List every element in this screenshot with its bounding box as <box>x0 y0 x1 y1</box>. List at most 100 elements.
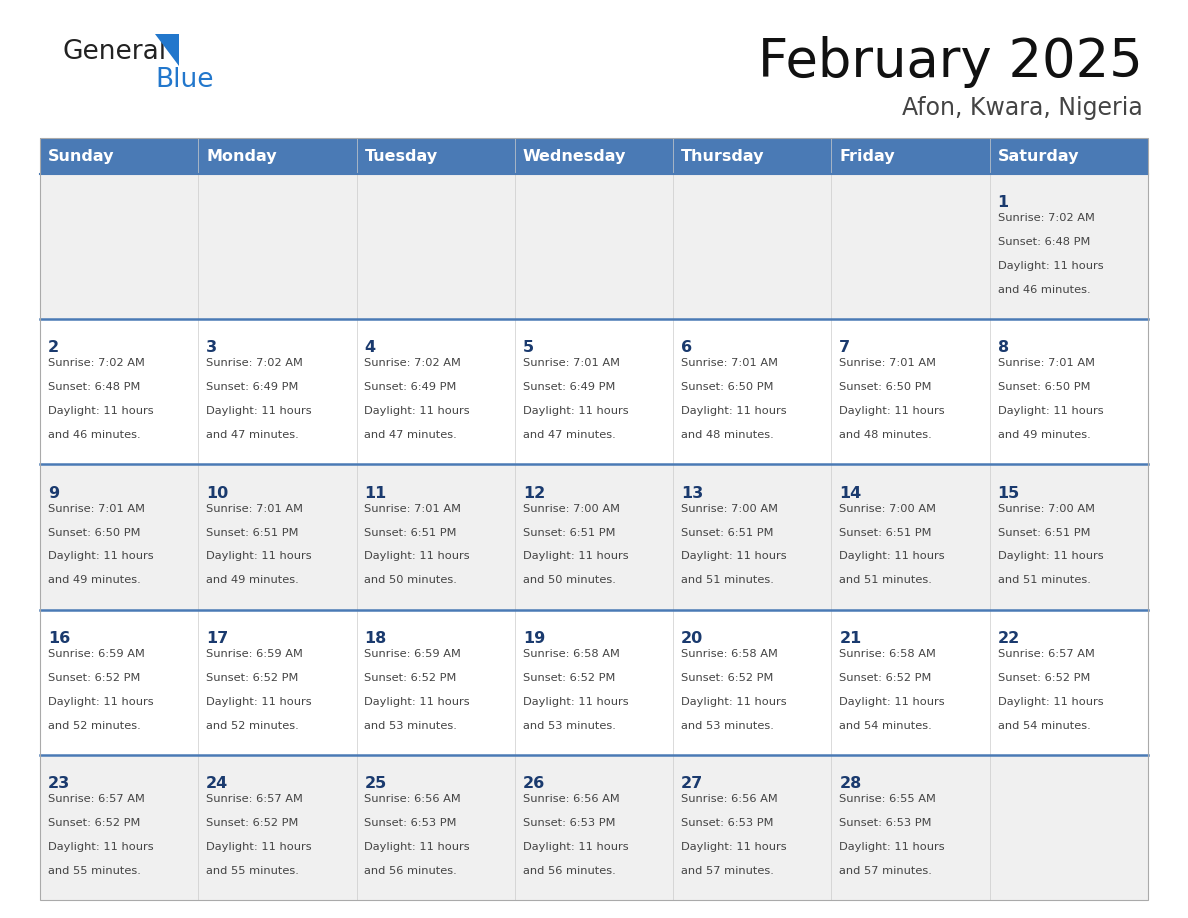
Text: 12: 12 <box>523 486 545 500</box>
Text: Daylight: 11 hours: Daylight: 11 hours <box>207 407 311 416</box>
Text: Daylight: 11 hours: Daylight: 11 hours <box>48 552 153 562</box>
Text: Sunrise: 6:58 AM: Sunrise: 6:58 AM <box>840 649 936 659</box>
Text: Sunrise: 6:59 AM: Sunrise: 6:59 AM <box>365 649 461 659</box>
Text: Daylight: 11 hours: Daylight: 11 hours <box>840 697 944 707</box>
Text: Monday: Monday <box>207 149 277 163</box>
Text: 1: 1 <box>998 196 1009 210</box>
Text: 19: 19 <box>523 631 545 645</box>
Text: and 53 minutes.: and 53 minutes. <box>365 721 457 731</box>
Text: Daylight: 11 hours: Daylight: 11 hours <box>998 552 1104 562</box>
Text: and 47 minutes.: and 47 minutes. <box>207 431 299 441</box>
Text: Friday: Friday <box>840 149 895 163</box>
Text: Sunrise: 7:00 AM: Sunrise: 7:00 AM <box>681 504 778 513</box>
Text: 24: 24 <box>207 776 228 791</box>
Text: Daylight: 11 hours: Daylight: 11 hours <box>48 697 153 707</box>
Text: Sunset: 6:49 PM: Sunset: 6:49 PM <box>207 382 298 392</box>
Bar <box>40 174 1148 319</box>
Text: Sunrise: 7:00 AM: Sunrise: 7:00 AM <box>840 504 936 513</box>
Text: Daylight: 11 hours: Daylight: 11 hours <box>681 407 786 416</box>
Text: Sunset: 6:51 PM: Sunset: 6:51 PM <box>523 528 615 538</box>
Text: Daylight: 11 hours: Daylight: 11 hours <box>365 697 470 707</box>
Text: Sunrise: 7:02 AM: Sunrise: 7:02 AM <box>998 213 1094 223</box>
Text: Sunset: 6:53 PM: Sunset: 6:53 PM <box>681 818 773 828</box>
Text: Daylight: 11 hours: Daylight: 11 hours <box>681 697 786 707</box>
Text: and 47 minutes.: and 47 minutes. <box>523 431 615 441</box>
Text: Sunrise: 6:56 AM: Sunrise: 6:56 AM <box>365 794 461 804</box>
Text: and 46 minutes.: and 46 minutes. <box>48 431 140 441</box>
Text: 13: 13 <box>681 486 703 500</box>
Text: and 52 minutes.: and 52 minutes. <box>207 721 299 731</box>
Text: 9: 9 <box>48 486 59 500</box>
Text: Sunrise: 7:01 AM: Sunrise: 7:01 AM <box>48 504 145 513</box>
Text: and 47 minutes.: and 47 minutes. <box>365 431 457 441</box>
Text: Sunrise: 7:02 AM: Sunrise: 7:02 AM <box>48 358 145 368</box>
Text: Sunrise: 6:57 AM: Sunrise: 6:57 AM <box>998 649 1094 659</box>
Text: and 51 minutes.: and 51 minutes. <box>681 576 773 586</box>
Text: Sunset: 6:48 PM: Sunset: 6:48 PM <box>48 382 140 392</box>
Text: Sunset: 6:53 PM: Sunset: 6:53 PM <box>523 818 615 828</box>
Text: 22: 22 <box>998 631 1019 645</box>
Text: Sunset: 6:50 PM: Sunset: 6:50 PM <box>840 382 931 392</box>
Text: and 52 minutes.: and 52 minutes. <box>48 721 140 731</box>
Text: Sunset: 6:52 PM: Sunset: 6:52 PM <box>998 673 1091 683</box>
Text: Sunrise: 7:01 AM: Sunrise: 7:01 AM <box>365 504 461 513</box>
Text: and 49 minutes.: and 49 minutes. <box>207 576 299 586</box>
Text: Tuesday: Tuesday <box>365 149 437 163</box>
Text: Blue: Blue <box>154 67 214 93</box>
Text: Daylight: 11 hours: Daylight: 11 hours <box>48 842 153 852</box>
Text: 10: 10 <box>207 486 228 500</box>
Polygon shape <box>154 34 179 66</box>
Text: Sunrise: 6:59 AM: Sunrise: 6:59 AM <box>207 649 303 659</box>
Text: Thursday: Thursday <box>681 149 765 163</box>
Text: Sunrise: 6:57 AM: Sunrise: 6:57 AM <box>48 794 145 804</box>
Text: Sunrise: 6:57 AM: Sunrise: 6:57 AM <box>207 794 303 804</box>
Text: Sunset: 6:53 PM: Sunset: 6:53 PM <box>840 818 931 828</box>
Text: and 50 minutes.: and 50 minutes. <box>523 576 615 586</box>
Text: 20: 20 <box>681 631 703 645</box>
Text: Daylight: 11 hours: Daylight: 11 hours <box>523 552 628 562</box>
Text: 26: 26 <box>523 776 545 791</box>
Text: Daylight: 11 hours: Daylight: 11 hours <box>365 407 470 416</box>
Text: and 49 minutes.: and 49 minutes. <box>48 576 140 586</box>
Text: Sunset: 6:52 PM: Sunset: 6:52 PM <box>207 818 298 828</box>
Text: and 50 minutes.: and 50 minutes. <box>365 576 457 586</box>
Bar <box>40 319 1148 465</box>
Text: 4: 4 <box>365 341 375 355</box>
Text: and 54 minutes.: and 54 minutes. <box>998 721 1091 731</box>
Text: Sunset: 6:52 PM: Sunset: 6:52 PM <box>681 673 773 683</box>
Text: Sunset: 6:52 PM: Sunset: 6:52 PM <box>48 818 140 828</box>
Text: Sunset: 6:52 PM: Sunset: 6:52 PM <box>523 673 615 683</box>
Text: and 53 minutes.: and 53 minutes. <box>523 721 615 731</box>
Text: Daylight: 11 hours: Daylight: 11 hours <box>365 842 470 852</box>
Text: Daylight: 11 hours: Daylight: 11 hours <box>840 407 944 416</box>
Text: Sunrise: 7:02 AM: Sunrise: 7:02 AM <box>365 358 461 368</box>
Text: 23: 23 <box>48 776 70 791</box>
Text: and 51 minutes.: and 51 minutes. <box>840 576 933 586</box>
Bar <box>40 138 1148 900</box>
Text: Daylight: 11 hours: Daylight: 11 hours <box>998 261 1104 271</box>
Text: 2: 2 <box>48 341 59 355</box>
Text: Sunset: 6:51 PM: Sunset: 6:51 PM <box>998 528 1091 538</box>
Text: Daylight: 11 hours: Daylight: 11 hours <box>207 552 311 562</box>
Text: 14: 14 <box>840 486 861 500</box>
Text: Daylight: 11 hours: Daylight: 11 hours <box>523 697 628 707</box>
Text: 21: 21 <box>840 631 861 645</box>
Text: Sunset: 6:51 PM: Sunset: 6:51 PM <box>840 528 931 538</box>
Text: Sunset: 6:53 PM: Sunset: 6:53 PM <box>365 818 457 828</box>
Text: 27: 27 <box>681 776 703 791</box>
Text: Daylight: 11 hours: Daylight: 11 hours <box>523 407 628 416</box>
Text: Daylight: 11 hours: Daylight: 11 hours <box>681 552 786 562</box>
Text: and 56 minutes.: and 56 minutes. <box>365 866 457 876</box>
Text: Sunset: 6:48 PM: Sunset: 6:48 PM <box>998 237 1091 247</box>
Text: 7: 7 <box>840 341 851 355</box>
Text: Daylight: 11 hours: Daylight: 11 hours <box>998 407 1104 416</box>
Text: General: General <box>62 39 166 65</box>
Text: Sunset: 6:52 PM: Sunset: 6:52 PM <box>840 673 931 683</box>
Text: Sunrise: 7:01 AM: Sunrise: 7:01 AM <box>681 358 778 368</box>
Text: Sunset: 6:51 PM: Sunset: 6:51 PM <box>681 528 773 538</box>
Text: Saturday: Saturday <box>998 149 1079 163</box>
Text: Sunrise: 7:00 AM: Sunrise: 7:00 AM <box>523 504 620 513</box>
Text: Sunset: 6:51 PM: Sunset: 6:51 PM <box>365 528 457 538</box>
Text: 25: 25 <box>365 776 387 791</box>
Text: Sunrise: 6:56 AM: Sunrise: 6:56 AM <box>681 794 778 804</box>
